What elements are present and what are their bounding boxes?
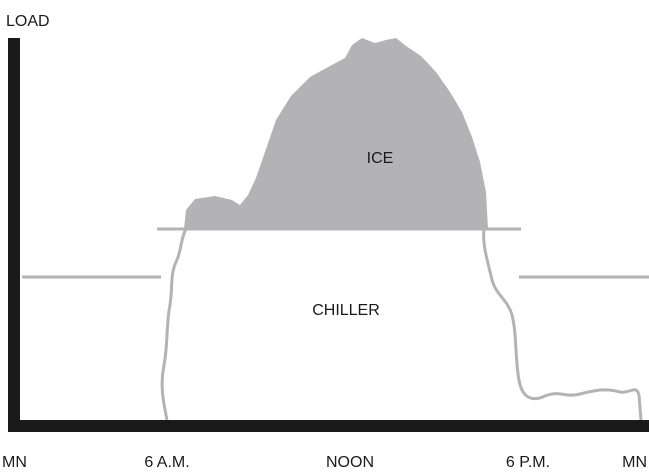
load-curve-left xyxy=(160,228,188,421)
x-label: 6 P.M. xyxy=(506,454,550,471)
x-label: MN xyxy=(2,454,27,471)
x-label: MN xyxy=(622,454,647,471)
chiller-label: CHILLER xyxy=(312,302,380,319)
y-axis xyxy=(8,38,20,432)
x-axis xyxy=(8,420,649,432)
y-axis-label: LOAD xyxy=(6,13,50,30)
load-curve-right xyxy=(482,228,643,421)
ice-label: ICE xyxy=(367,150,394,167)
ice-area xyxy=(184,38,488,229)
x-label: 6 A.M. xyxy=(144,454,189,471)
x-label: NOON xyxy=(326,454,374,471)
